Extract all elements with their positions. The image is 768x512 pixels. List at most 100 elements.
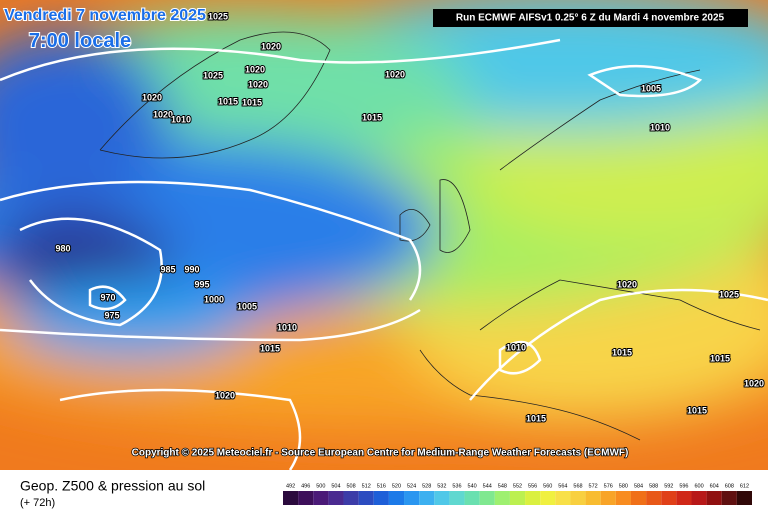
scale-label: 604 <box>710 483 719 489</box>
scale-label: 608 <box>725 483 734 489</box>
scale-cell <box>525 491 541 505</box>
isobar-label: 1020 <box>248 79 268 89</box>
scale-cell <box>464 491 480 505</box>
isobar-labels: 1025 1020 1025 1020 1020 1020 1015 1015 … <box>54 10 765 424</box>
scale-cell <box>691 491 707 505</box>
scale-label: 596 <box>679 483 688 489</box>
scale-cell <box>494 491 510 505</box>
scale-label: 532 <box>437 483 446 489</box>
isobar-label: 1020 <box>215 390 235 400</box>
scale-cell <box>283 491 299 505</box>
isobar-label: 1020 <box>153 109 173 119</box>
scale-cell <box>585 491 601 505</box>
scale-label: 496 <box>301 483 310 489</box>
forecast-time: 7:00 locale <box>29 30 131 52</box>
scale-cell <box>509 491 526 505</box>
isobar-label: 1015 <box>218 96 238 106</box>
scale-label: 528 <box>422 483 431 489</box>
scale-label: 576 <box>604 483 613 489</box>
isobar-label: 1000 <box>204 294 224 304</box>
isobar-label: 1015 <box>710 353 730 363</box>
isobar-label: 1020 <box>744 378 764 388</box>
scale-cell <box>646 491 662 505</box>
scale-cell <box>736 491 752 505</box>
scale-label: 524 <box>407 483 416 489</box>
scale-cell <box>328 491 344 505</box>
scale-label: 492 <box>286 483 295 489</box>
isobar-label: 1020 <box>385 69 405 79</box>
run-info: Run ECMWF AIFSv1 0.25° 6 Z du Mardi 4 no… <box>456 13 725 24</box>
scale-cell <box>358 491 374 505</box>
scale-cell <box>630 491 647 505</box>
scale-label: 572 <box>589 483 598 489</box>
scale-label: 508 <box>346 483 355 489</box>
isobar-label: 1020 <box>142 92 162 102</box>
isobar-label: 1025 <box>719 289 739 299</box>
scale-cell <box>615 491 631 505</box>
isobar-label: 1020 <box>245 64 265 74</box>
scale-cell <box>388 491 405 505</box>
forecast-date: Vendredi 7 novembre 2025 <box>4 7 206 24</box>
isobar-label: 985 <box>160 264 175 274</box>
scale-cell <box>404 491 420 505</box>
isobar-label: 1010 <box>506 342 526 352</box>
isobar-label: 1010 <box>277 322 297 332</box>
isobar-label: 980 <box>55 243 70 253</box>
scale-label: 536 <box>452 483 461 489</box>
scale-label: 504 <box>331 483 340 489</box>
scale-label: 540 <box>468 483 477 489</box>
scale-cell <box>600 491 616 505</box>
scale-cell <box>373 491 389 505</box>
scale-label: 560 <box>543 483 552 489</box>
scale-label: 592 <box>664 483 673 489</box>
scale-cell <box>555 491 571 505</box>
isobar-label: 975 <box>104 310 119 320</box>
scale-cell <box>449 491 465 505</box>
copyright: Copyright © 2025 Meteociel.fr - Source E… <box>132 448 629 459</box>
scale-label: 568 <box>573 483 582 489</box>
scale-cell <box>676 491 692 505</box>
scale-cell <box>540 491 556 505</box>
scale-label: 500 <box>316 483 325 489</box>
scale-cell <box>706 491 722 505</box>
scale-label: 516 <box>377 483 386 489</box>
isobar-label: 995 <box>194 279 209 289</box>
scale-label: 600 <box>694 483 703 489</box>
scale-label: 512 <box>362 483 371 489</box>
scale-label: 552 <box>513 483 522 489</box>
scale-cell <box>721 491 737 505</box>
isobar-label: 1025 <box>203 70 223 80</box>
lead-time: (+ 72h) <box>20 497 55 509</box>
isobar-label: 1015 <box>526 413 546 423</box>
run-box <box>433 9 748 27</box>
isobar-label: 1005 <box>641 83 661 93</box>
isobar-label: 1010 <box>650 122 670 132</box>
isobar-label: 1015 <box>242 97 262 107</box>
scale-label: 548 <box>498 483 507 489</box>
scale-label: 612 <box>740 483 749 489</box>
scale-cell <box>343 491 359 505</box>
isobar-label: 1015 <box>260 343 280 353</box>
scale-cell <box>298 491 314 505</box>
isobar-label: 1025 <box>208 11 228 21</box>
scale-label: 580 <box>619 483 628 489</box>
isobar-label: 1015 <box>612 347 632 357</box>
scale-label: 520 <box>392 483 401 489</box>
scale-label: 556 <box>528 483 537 489</box>
scale-label: 564 <box>558 483 567 489</box>
isobar-label: 1020 <box>261 41 281 51</box>
isobar-label: 970 <box>100 292 115 302</box>
legend-title: Geop. Z500 & pression au sol <box>20 478 205 494</box>
isobar-label: 1015 <box>362 112 382 122</box>
scale-label: 584 <box>634 483 643 489</box>
scale-cell <box>434 491 450 505</box>
scale-cell <box>661 491 677 505</box>
scale-cell <box>570 491 586 505</box>
scale-label: 588 <box>649 483 658 489</box>
scale-label: 544 <box>483 483 492 489</box>
isobar-label: 1010 <box>171 114 191 124</box>
scale-cell <box>313 491 329 505</box>
map: Vendredi 7 novembre 2025 7:00 locale Run… <box>0 0 768 470</box>
isobar-label: 1005 <box>237 301 257 311</box>
